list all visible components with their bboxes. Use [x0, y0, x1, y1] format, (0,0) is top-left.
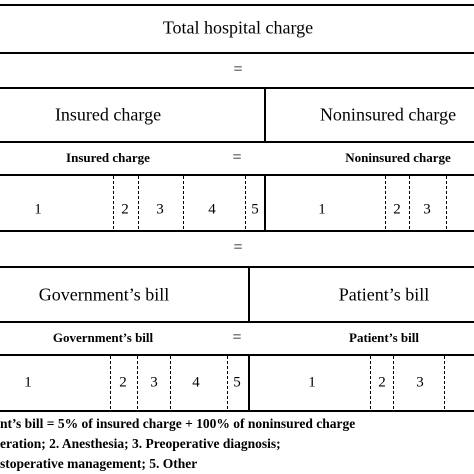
rule-top — [0, 4, 474, 6]
rule-bill-numbers-bottom — [0, 410, 474, 412]
insured-right-dash-3 — [446, 176, 447, 229]
bill-right-number-3: 3 — [416, 374, 424, 391]
equals-sign-bill-sub: = — [232, 329, 242, 346]
insured-right-dash-2 — [409, 176, 410, 229]
bill-left-number-5: 5 — [233, 374, 241, 391]
bill-left-number-2: 2 — [119, 374, 127, 391]
rule-title-bottom — [0, 52, 474, 54]
insured-charge-sub: Insured charge — [66, 150, 150, 165]
bill-right-number-2: 2 — [378, 374, 386, 391]
footnote-line-1: nt’s bill = 5% of insured charge + 100% … — [0, 416, 356, 431]
rule-insured-header-bottom — [0, 141, 474, 143]
rule-eq1-bottom — [0, 87, 474, 89]
insured-left-number-3: 3 — [156, 201, 164, 218]
noninsured-charge-sub: Noninsured charge — [345, 150, 451, 165]
bill-numbers-divider — [248, 355, 250, 410]
bill-left-dash-1 — [110, 356, 111, 409]
footnote-line-3: stoperative management; 5. Other — [0, 456, 198, 471]
bill-right-dash-3 — [444, 356, 445, 409]
rule-insured-numbers-bottom — [0, 230, 474, 232]
bill-left-number-1: 1 — [24, 374, 32, 391]
insured-left-dash-1 — [113, 176, 114, 229]
patient-bill-sub: Patient’s bill — [349, 330, 419, 345]
equals-sign-2: = — [233, 239, 243, 256]
bill-left-number-3: 3 — [150, 374, 158, 391]
insured-left-number-1: 1 — [34, 201, 42, 218]
rule-eq2-bottom — [0, 266, 474, 268]
noninsured-charge-header: Noninsured charge — [319, 104, 457, 125]
bill-left-dash-3 — [170, 356, 171, 409]
insured-left-number-4: 4 — [208, 201, 216, 218]
bill-right-dash-2 — [393, 356, 394, 409]
insured-charge-header: Insured charge — [54, 104, 162, 125]
insured-right-number-1: 1 — [318, 201, 326, 218]
footnote-line-2: eration; 2. Anesthesia; 3. Preoperative … — [0, 436, 281, 451]
bill-left-dash-4 — [227, 356, 228, 409]
diagram-title: Total hospital charge — [162, 17, 314, 38]
insured-right-dash-1 — [385, 176, 386, 229]
insured-right-number-2: 2 — [393, 201, 401, 218]
insured-right-number-3: 3 — [423, 201, 431, 218]
bill-right-dash-1 — [370, 356, 371, 409]
equals-sign-1: = — [233, 61, 243, 78]
insured-left-number-5: 5 — [251, 201, 259, 218]
insured-numbers-divider — [264, 175, 266, 230]
insured-left-number-2: 2 — [121, 201, 129, 218]
insured-left-dash-4 — [245, 176, 246, 229]
rule-bill-header-bottom — [0, 321, 474, 323]
government-bill-header: Government’s bill — [38, 284, 170, 305]
equals-sign-insured-sub: = — [232, 149, 242, 166]
bill-left-number-4: 4 — [192, 374, 200, 391]
government-bill-sub: Government’s bill — [52, 330, 154, 345]
rule-bill-sub-bottom — [0, 354, 474, 356]
bill-left-dash-2 — [137, 356, 138, 409]
insured-left-dash-3 — [183, 176, 184, 229]
insured-header-divider — [264, 88, 266, 141]
patient-bill-header: Patient’s bill — [338, 284, 430, 305]
rule-insured-sub-bottom — [0, 174, 474, 176]
bill-header-divider — [248, 267, 250, 321]
bill-right-number-1: 1 — [308, 374, 316, 391]
insured-left-dash-2 — [138, 176, 139, 229]
